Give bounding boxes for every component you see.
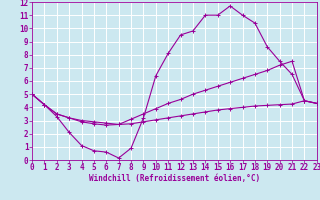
X-axis label: Windchill (Refroidissement éolien,°C): Windchill (Refroidissement éolien,°C)	[89, 174, 260, 183]
